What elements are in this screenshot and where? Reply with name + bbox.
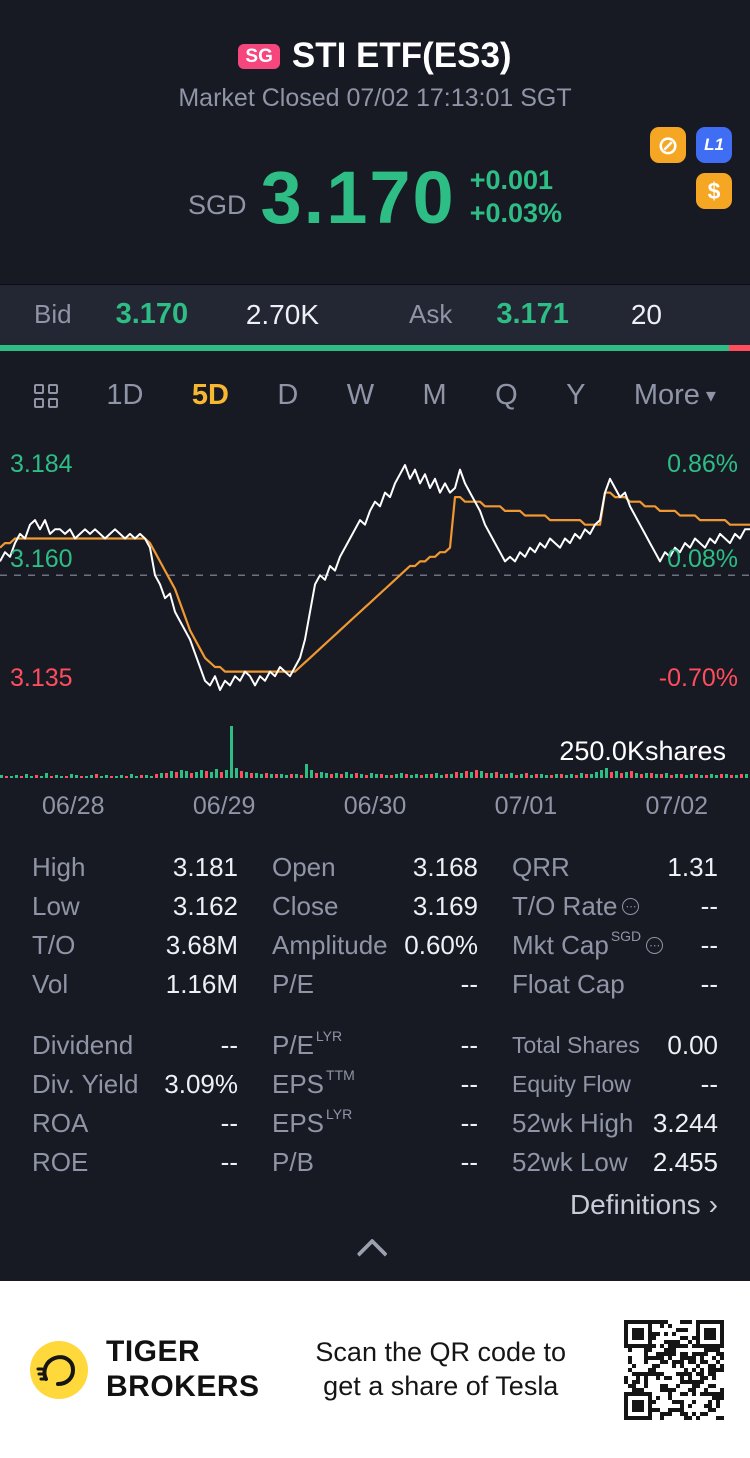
x-tick: 07/02: [645, 792, 708, 821]
x-tick: 06/29: [192, 792, 256, 821]
stat-row: Float Cap --: [512, 968, 718, 999]
stats-col-2: Open 3.168 Close 3.169 Amplitude 0.60% P/E -…: [272, 848, 478, 1182]
stats-col-1: High 3.181 Low 3.162 T/O 3.68M Vol 1.16M Div…: [32, 848, 238, 1182]
stat-row: T/O 3.68M: [32, 929, 238, 960]
header: SG STI ETF(ES3) Market Closed 07/02 17:1…: [0, 0, 750, 113]
tab-1d[interactable]: 1D: [106, 379, 144, 412]
level1-quote-badge[interactable]: L1: [696, 127, 732, 163]
definitions-link[interactable]: Definitions ›: [569, 1188, 718, 1220]
stats-table: High 3.181 Low 3.162 T/O 3.68M Vol 1.16M Div…: [0, 832, 750, 1182]
bid-ask-ratio-bar: [0, 344, 750, 351]
price-change-percent: +0.03%: [469, 198, 563, 229]
price-chart-svg[interactable]: [0, 440, 750, 790]
pct-label-mid: 0.08%: [667, 545, 738, 574]
stats-col-3: QRR 1.31 T/O Rate ⋯ -- Mkt Cap SGD ⋯ -- Float …: [512, 848, 718, 1182]
more-periods-button[interactable]: More ▾: [633, 379, 716, 412]
x-tick: 06/30: [343, 792, 407, 821]
stat-row: Close 3.169: [272, 890, 478, 921]
pct-label-high: 0.86%: [667, 450, 738, 479]
chevron-down-icon: ▾: [705, 385, 716, 408]
brand-line1: TIGER: [106, 1335, 201, 1369]
market-status: Market Closed 07/02 17:13:01 SGT: [178, 84, 572, 112]
stat-row: P/E LYR --: [272, 1028, 478, 1060]
chart-type-grid-icon[interactable]: [34, 383, 58, 408]
tab-yearly[interactable]: Y: [566, 379, 586, 412]
price-change: +0.001: [469, 165, 554, 196]
stat-row: Open 3.168: [272, 851, 478, 882]
info-icon[interactable]: ⋯: [646, 936, 664, 954]
tab-5d[interactable]: 5D: [191, 379, 229, 412]
market-badge: SG: [238, 43, 280, 69]
stat-row: EPS TTM --: [272, 1067, 478, 1099]
y-label-low: 3.135: [10, 664, 73, 693]
bid-panel[interactable]: Bid 3.170 2.70K: [0, 298, 375, 331]
tab-quarterly[interactable]: Q: [495, 379, 518, 412]
stat-row: EPS LYR --: [272, 1106, 478, 1138]
bid-ask-strip: Bid 3.170 2.70K Ask 3.171 20: [0, 283, 750, 351]
stat-row: Equity Flow --: [512, 1068, 718, 1099]
stat-row: Div. Yield 3.09%: [32, 1068, 238, 1099]
stat-row: ROE --: [32, 1146, 238, 1177]
bid-ratio-segment: [0, 344, 729, 351]
chevron-up-icon: [356, 1238, 388, 1270]
brand-line2: BROKERS: [106, 1369, 260, 1403]
x-tick: 07/01: [494, 792, 558, 821]
stat-row: High 3.181: [32, 851, 238, 882]
collapse-button[interactable]: [0, 1222, 750, 1282]
stat-row: P/E --: [272, 968, 478, 999]
paid-quote-badge[interactable]: $: [696, 173, 732, 209]
volume-peak-label: 250.0Kshares: [559, 736, 726, 767]
stat-row: Dividend --: [32, 1029, 238, 1060]
y-label-high: 3.184: [10, 450, 73, 479]
stat-row: T/O Rate ⋯ --: [512, 890, 718, 921]
y-label-mid: 3.160: [10, 545, 73, 574]
x-tick: 06/28: [42, 792, 105, 821]
ask-ratio-segment: [729, 344, 750, 351]
stat-row: QRR 1.31: [512, 851, 718, 882]
x-axis: 06/28 06/29 06/30 07/01 07/02: [0, 788, 750, 832]
last-price: 3.170: [260, 156, 456, 240]
bid-price: 3.170: [115, 298, 189, 331]
stat-row: Amplitude 0.60%: [272, 929, 478, 960]
info-icon[interactable]: ⋯: [622, 897, 640, 915]
price-section: SGD 3.170 +0.001 +0.03% ⊘ L1 $: [0, 113, 750, 284]
price-chart[interactable]: 3.184 0.86% 3.160 0.08% 3.135 -0.70% 250…: [0, 440, 750, 788]
tab-weekly[interactable]: W: [346, 379, 375, 412]
bid-label: Bid: [34, 299, 72, 330]
stat-row: P/B --: [272, 1146, 478, 1177]
promo-text: Scan the QR code to get a share of Tesla: [315, 1336, 567, 1401]
page-title: STI ETF(ES3): [291, 36, 512, 75]
ask-label: Ask: [409, 299, 453, 330]
brand: TIGER BROKERS: [28, 1335, 260, 1404]
bid-size: 2.70K: [245, 298, 319, 330]
stat-row: 52wk High 3.244: [512, 1107, 718, 1138]
tiger-logo: [30, 1340, 88, 1399]
tab-monthly[interactable]: M: [422, 379, 447, 412]
stat-row: Low 3.162: [32, 890, 238, 921]
stat-row: Vol 1.16M: [32, 968, 238, 999]
restriction-icon[interactable]: ⊘: [650, 127, 686, 163]
stat-row: ROA --: [32, 1107, 238, 1138]
chevron-right-icon: ›: [708, 1188, 718, 1220]
tab-daily[interactable]: D: [277, 379, 299, 412]
pct-label-low: -0.70%: [658, 664, 738, 693]
ask-panel[interactable]: Ask 3.171 20: [375, 298, 750, 331]
currency-label: SGD: [187, 190, 247, 221]
ask-price: 3.171: [496, 298, 569, 331]
ask-size: 20: [630, 298, 662, 330]
period-tabs: 1D 5D D W M Q Y More ▾: [0, 351, 750, 440]
stat-row: 52wk Low 2.455: [512, 1146, 718, 1177]
footer-banner[interactable]: TIGER BROKERS Scan the QR code to get a …: [0, 1281, 750, 1458]
qr-code: [622, 1317, 726, 1422]
stat-row: Mkt Cap SGD ⋯ --: [512, 928, 718, 960]
stat-row: Total Shares 0.00: [512, 1029, 718, 1060]
